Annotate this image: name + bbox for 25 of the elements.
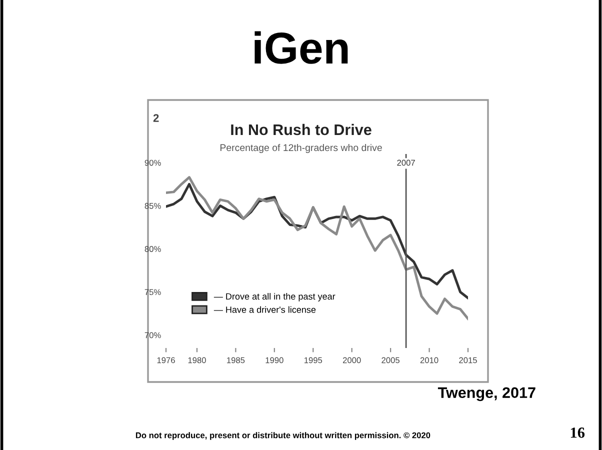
chart-title: In No Rush to Drive	[231, 124, 372, 136]
legend-label: — Drove at all in the past year	[214, 292, 336, 302]
y-tick-label: 80%	[144, 246, 161, 252]
x-tick-label: 1976	[157, 357, 175, 364]
text: 2	[153, 114, 159, 122]
text: Twenge, 2017	[438, 387, 536, 402]
y-tick-label: 70%	[144, 332, 161, 338]
text: Do not reproduce, present or distribute without written permission. © 2020	[136, 432, 430, 440]
legend-label: — Have a driver's license	[214, 306, 316, 313]
ref-line-label: 2007	[397, 160, 415, 166]
x-tick-label: 1985	[227, 357, 245, 364]
x-tick-label: 1980	[188, 357, 206, 364]
line-series	[166, 176, 468, 320]
text: 16	[570, 428, 585, 438]
x-tick-label: 2015	[459, 357, 477, 364]
x-tick-label: 1995	[304, 357, 322, 364]
x-tick-label: 2005	[382, 357, 400, 364]
y-tick-label: 90%	[144, 160, 161, 166]
x-tick-label: 1990	[266, 357, 284, 364]
x-tick-label: 2000	[342, 357, 361, 364]
text: iGen	[254, 31, 348, 64]
chart-subtitle: Percentage of 12th-graders who drive	[220, 144, 382, 154]
y-tick-label: 85%	[144, 202, 161, 209]
x-tick-label: 2010	[420, 357, 438, 364]
y-tick-label: 75%	[144, 289, 161, 296]
